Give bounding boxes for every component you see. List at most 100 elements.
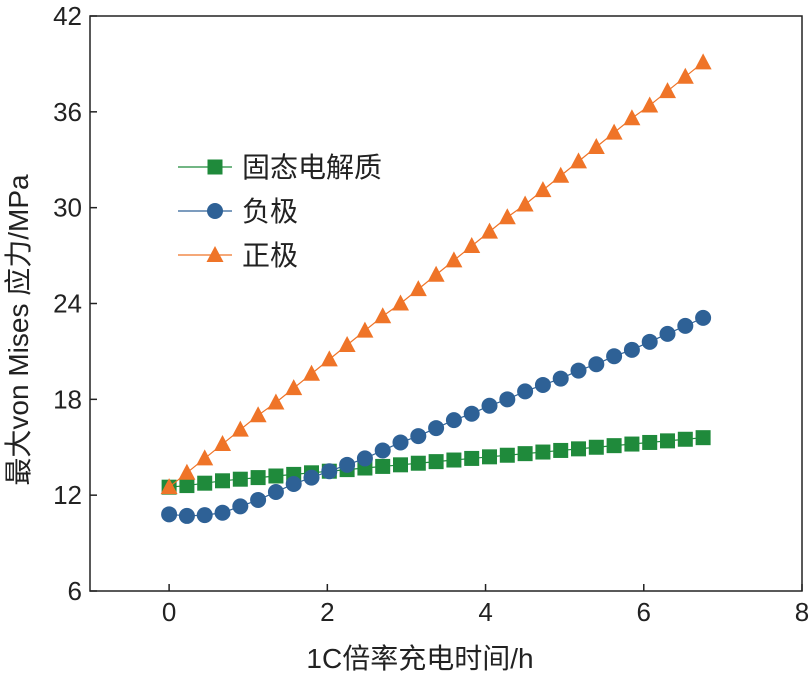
data-point-triangle xyxy=(178,463,196,480)
data-point-circle xyxy=(499,391,516,408)
data-point-square xyxy=(624,436,640,452)
x-tick-label: 2 xyxy=(320,597,334,627)
x-tick-label: 0 xyxy=(162,597,176,627)
data-point-circle xyxy=(250,491,267,508)
data-point-triangle xyxy=(249,406,267,423)
data-point-circle xyxy=(677,317,694,334)
data-point-circle xyxy=(321,463,338,480)
data-point-circle xyxy=(588,356,605,373)
data-point-circle xyxy=(196,507,213,524)
data-point-square xyxy=(268,468,284,484)
data-point-triangle xyxy=(409,280,427,297)
data-point-circle xyxy=(285,475,302,492)
data-point-square xyxy=(232,471,248,487)
data-point-circle xyxy=(445,412,462,429)
y-tick-label: 12 xyxy=(53,480,82,510)
data-point-triangle xyxy=(231,420,249,437)
x-tick-label: 8 xyxy=(795,597,809,627)
legend-marker-circle xyxy=(207,203,223,219)
data-point-triangle xyxy=(356,321,374,338)
data-point-circle xyxy=(392,434,409,451)
data-point-triangle xyxy=(320,350,338,367)
data-point-circle xyxy=(463,405,480,422)
data-point-square xyxy=(446,452,462,468)
data-point-square xyxy=(215,473,231,489)
series-circle xyxy=(161,309,712,524)
data-point-triangle xyxy=(659,82,677,99)
legend-entry: 固态电解质 xyxy=(178,152,382,183)
data-point-triangle xyxy=(160,478,178,495)
data-point-triangle xyxy=(463,237,481,253)
data-point-square xyxy=(642,434,658,450)
data-point-triangle xyxy=(392,294,410,311)
data-point-square xyxy=(428,454,444,470)
series-line xyxy=(169,317,704,517)
data-point-circle xyxy=(428,420,445,437)
data-point-triangle xyxy=(303,364,321,381)
data-point-circle xyxy=(606,348,623,365)
data-point-circle xyxy=(214,504,231,521)
data-point-circle xyxy=(232,498,249,515)
data-point-square xyxy=(410,455,426,471)
data-point-square xyxy=(482,449,498,465)
data-point-square xyxy=(517,446,533,462)
y-tick-label: 24 xyxy=(53,289,82,319)
data-point-triangle xyxy=(534,181,552,198)
data-point-triangle xyxy=(374,307,392,324)
data-point-circle xyxy=(356,450,373,467)
data-point-triangle xyxy=(427,265,445,282)
data-point-triangle xyxy=(694,53,712,70)
data-point-square xyxy=(588,439,604,455)
y-tick-label: 30 xyxy=(53,193,82,223)
data-point-triangle xyxy=(338,336,356,353)
data-point-triangle xyxy=(587,137,605,154)
data-point-triangle xyxy=(445,251,463,268)
data-point-circle xyxy=(695,309,712,326)
data-point-circle xyxy=(552,370,569,387)
data-point-triangle xyxy=(267,393,285,410)
data-point-square xyxy=(464,450,480,466)
data-point-circle xyxy=(267,483,284,500)
data-point-triangle xyxy=(498,208,516,225)
legend-label: 负极 xyxy=(242,196,298,227)
data-point-triangle xyxy=(285,379,303,396)
x-tick-label: 6 xyxy=(637,597,651,627)
data-point-triangle xyxy=(481,222,499,239)
series-square xyxy=(161,430,711,495)
data-point-triangle xyxy=(641,96,659,113)
data-point-circle xyxy=(481,397,498,414)
data-point-square xyxy=(197,475,213,491)
data-point-circle xyxy=(534,376,551,393)
data-point-circle xyxy=(339,456,356,473)
x-axis-label: 1C倍率充电时间/h xyxy=(306,643,533,674)
data-point-triangle xyxy=(196,449,214,466)
x-tick-label: 4 xyxy=(478,597,492,627)
data-point-triangle xyxy=(570,152,588,169)
series-layer xyxy=(160,53,712,524)
y-tick-label: 6 xyxy=(68,576,82,606)
legend-marker-triangle xyxy=(206,246,224,262)
data-point-square xyxy=(553,442,569,458)
data-point-triangle xyxy=(516,195,534,212)
data-point-triangle xyxy=(552,166,570,183)
series-triangle xyxy=(160,53,712,495)
plot-frame xyxy=(89,15,803,592)
data-point-triangle xyxy=(605,123,623,140)
data-point-square xyxy=(179,478,195,494)
data-point-circle xyxy=(374,442,391,459)
data-point-triangle xyxy=(676,67,694,84)
data-point-circle xyxy=(623,341,640,358)
data-point-square xyxy=(393,457,409,473)
data-point-square xyxy=(499,447,515,463)
legend-marker-square xyxy=(207,159,223,175)
data-point-square xyxy=(677,431,693,447)
data-point-circle xyxy=(517,383,534,400)
y-axis-label: 最大von Mises 应力/MPa xyxy=(3,174,34,486)
data-point-square xyxy=(535,444,551,460)
data-point-square xyxy=(250,470,266,486)
data-point-square xyxy=(695,430,711,446)
data-point-circle xyxy=(161,506,178,523)
